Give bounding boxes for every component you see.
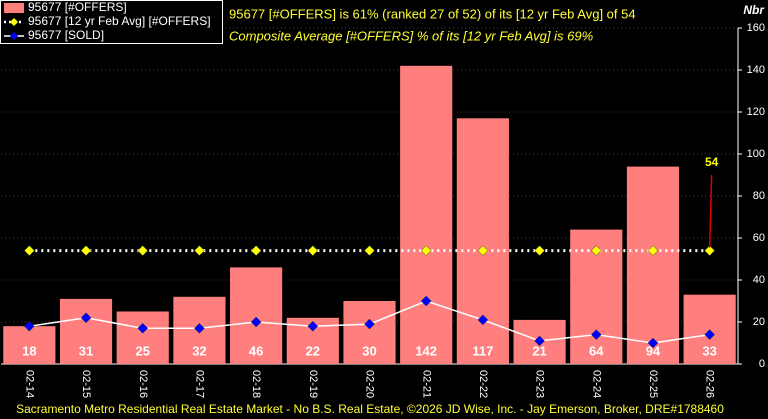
footer: Sacramento Metro Residential Real Estate… (16, 402, 724, 416)
bar (343, 301, 396, 364)
x-tick-label: 02-14 (23, 370, 35, 398)
x-tick-label: 02-16 (137, 370, 149, 398)
y-tick-label: 100 (747, 148, 765, 160)
y-tick-label: 20 (753, 316, 765, 328)
bar (59, 298, 113, 364)
marker (477, 314, 489, 326)
legend-box (0, 0, 223, 44)
legend-label: 95677 [12 yr Feb Avg] [#OFFERS] (28, 14, 211, 28)
x-tick-label: 02-15 (80, 370, 92, 398)
y-tick-label: 120 (747, 106, 765, 118)
marker (534, 335, 545, 347)
bar (230, 267, 283, 364)
bar (626, 166, 680, 364)
marker (250, 245, 262, 256)
marker (704, 329, 716, 340)
y-axis-label: Nbr (743, 3, 765, 17)
legend-marker (10, 18, 18, 26)
y-tick-label: 60 (753, 232, 765, 244)
marker (23, 245, 35, 256)
marker (647, 337, 659, 349)
marker (194, 245, 205, 256)
subheadline: Composite Average [#OFFERS] % of its [12… (229, 28, 593, 43)
marker (137, 245, 149, 256)
x-tick-label: 02-22 (477, 370, 489, 398)
marker (364, 245, 375, 256)
marker (590, 245, 602, 256)
marker (137, 322, 149, 334)
x-tick-label: 02-24 (590, 370, 602, 398)
x-tick-label: 02-23 (534, 370, 546, 398)
marker (23, 320, 35, 332)
value-label: 18 (22, 343, 36, 358)
x-tick-label: 02-19 (307, 370, 319, 398)
marker (704, 245, 716, 256)
y-tick-label: 160 (747, 22, 765, 34)
x-tick-label: 02-21 (420, 370, 432, 398)
marker (80, 312, 92, 324)
value-label: 21 (532, 343, 546, 358)
marker (534, 245, 545, 256)
y-tick-label: 140 (747, 64, 765, 76)
value-label: 46 (249, 343, 263, 358)
marker (420, 245, 432, 256)
y-tick-label: 0 (759, 358, 765, 370)
value-label: 22 (306, 343, 320, 358)
value-label: 117 (472, 343, 493, 358)
marker (590, 329, 602, 340)
annotation-arrow (708, 174, 713, 248)
value-label: 32 (192, 343, 206, 358)
marker (194, 322, 205, 334)
value-label: 31 (79, 343, 93, 358)
marker (307, 245, 319, 256)
marker (420, 295, 432, 307)
marker (364, 318, 375, 330)
bar (116, 311, 169, 364)
bar (400, 65, 453, 365)
legend-swatch (4, 3, 24, 13)
x-tick-label: 02-20 (364, 370, 376, 398)
marker (477, 245, 489, 256)
y-tick-label: 80 (753, 190, 765, 202)
legend-label: 95677 [#OFFERS] (28, 0, 127, 14)
value-label: 142 (415, 343, 437, 358)
marker (307, 320, 319, 332)
value-label: 94 (646, 343, 661, 358)
marker (647, 245, 659, 256)
bar (3, 326, 56, 364)
legend-marker (10, 32, 18, 40)
y-tick-label: 40 (753, 274, 765, 286)
value-label: 33 (702, 343, 716, 358)
x-tick-label: 02-26 (704, 370, 716, 398)
x-tick-label: 02-25 (647, 370, 659, 398)
value-label: 30 (362, 343, 376, 358)
headline: 95677 [#OFFERS] is 61% (ranked 27 of 52)… (229, 6, 636, 21)
annotation: 54 (705, 155, 719, 169)
marker (250, 316, 262, 328)
marker (80, 245, 92, 256)
value-label: 25 (135, 343, 149, 358)
value-label: 64 (589, 343, 604, 358)
x-tick-label: 02-17 (194, 370, 206, 398)
legend-label: 95677 [SOLD] (28, 28, 104, 42)
x-tick-label: 02-18 (250, 370, 262, 398)
